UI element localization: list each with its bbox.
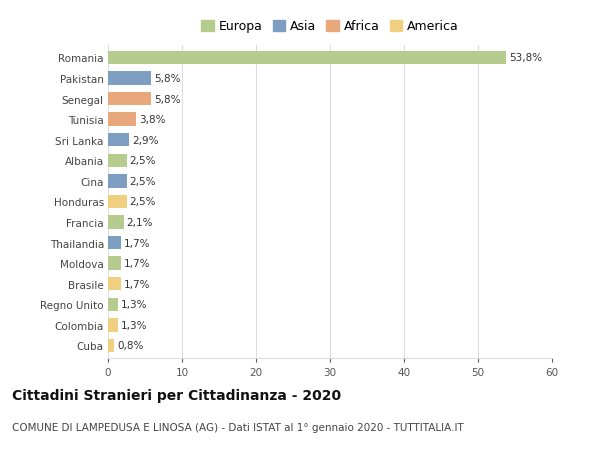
Bar bbox=[108, 257, 121, 270]
Bar bbox=[108, 236, 121, 250]
Bar bbox=[108, 72, 151, 85]
Text: COMUNE DI LAMPEDUSA E LINOSA (AG) - Dati ISTAT al 1° gennaio 2020 - TUTTITALIA.I: COMUNE DI LAMPEDUSA E LINOSA (AG) - Dati… bbox=[12, 422, 464, 432]
Legend: Europa, Asia, Africa, America: Europa, Asia, Africa, America bbox=[201, 21, 459, 34]
Text: 5,8%: 5,8% bbox=[154, 74, 181, 84]
Bar bbox=[108, 298, 118, 311]
Text: 0,8%: 0,8% bbox=[117, 341, 143, 351]
Text: 3,8%: 3,8% bbox=[139, 115, 166, 125]
Bar bbox=[108, 93, 151, 106]
Text: 2,9%: 2,9% bbox=[133, 135, 159, 146]
Text: 1,7%: 1,7% bbox=[124, 279, 150, 289]
Text: 2,5%: 2,5% bbox=[130, 176, 156, 186]
Bar bbox=[108, 195, 127, 209]
Bar bbox=[108, 154, 127, 168]
Bar bbox=[108, 216, 124, 229]
Text: 1,3%: 1,3% bbox=[121, 300, 147, 310]
Text: 5,8%: 5,8% bbox=[154, 94, 181, 104]
Bar bbox=[108, 175, 127, 188]
Text: 2,1%: 2,1% bbox=[127, 218, 153, 228]
Text: 1,3%: 1,3% bbox=[121, 320, 147, 330]
Bar bbox=[108, 277, 121, 291]
Bar bbox=[108, 51, 506, 65]
Text: 53,8%: 53,8% bbox=[509, 53, 542, 63]
Bar bbox=[108, 113, 136, 127]
Text: Cittadini Stranieri per Cittadinanza - 2020: Cittadini Stranieri per Cittadinanza - 2… bbox=[12, 388, 341, 402]
Text: 1,7%: 1,7% bbox=[124, 238, 150, 248]
Bar bbox=[108, 134, 130, 147]
Bar bbox=[108, 339, 114, 353]
Text: 1,7%: 1,7% bbox=[124, 258, 150, 269]
Text: 2,5%: 2,5% bbox=[130, 156, 156, 166]
Text: 2,5%: 2,5% bbox=[130, 197, 156, 207]
Bar bbox=[108, 319, 118, 332]
